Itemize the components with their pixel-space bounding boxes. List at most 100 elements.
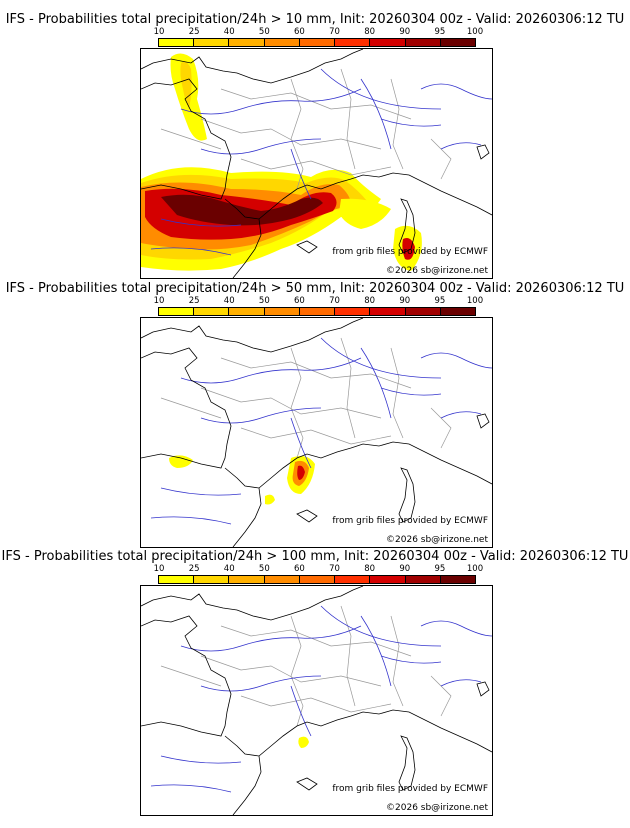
panel-50mm: IFS - Probabilities total precipitation/… [0, 281, 630, 549]
credit-source: from grib files provided by ECMWF [332, 247, 488, 257]
river [160, 755, 242, 764]
river [180, 625, 362, 652]
coastline [141, 318, 492, 547]
river [290, 148, 312, 200]
admin-border [240, 427, 392, 445]
legend-tick-label: 40 [223, 564, 235, 574]
admin-border [200, 655, 382, 687]
precip-area [339, 198, 391, 229]
legend-tick-label: 60 [294, 564, 305, 574]
panel-title: IFS - Probabilities total precipitation/… [5, 281, 625, 296]
admin-border [430, 675, 452, 717]
legend-tick-label: 60 [294, 27, 305, 37]
legend-swatch [299, 576, 336, 583]
river [180, 88, 362, 115]
admin-border [160, 665, 222, 687]
river [320, 68, 442, 110]
river [420, 83, 492, 100]
river [440, 679, 482, 687]
river [290, 685, 312, 737]
admin-border [390, 78, 404, 170]
admin-border [430, 407, 452, 449]
coastline [141, 49, 492, 278]
river [200, 138, 322, 155]
legend-swatch [159, 576, 195, 583]
admin-border [430, 138, 452, 180]
legend-tick-label: 70 [329, 296, 340, 306]
legend-swatch [159, 308, 195, 315]
legend-swatch [370, 308, 406, 315]
admin-border [220, 88, 412, 120]
admin-border [240, 695, 392, 713]
probability-legend: 10 25 40 50 60 70 80 90 95 100 [154, 296, 483, 317]
map-50mm: from grib files provided by ECMWF ©2026 … [140, 317, 493, 548]
admin-border [390, 615, 404, 707]
legend-swatch [370, 576, 406, 583]
legend-swatch [405, 308, 441, 315]
precip-area [180, 61, 192, 109]
legend-labels: 10 25 40 50 60 70 80 90 95 100 [154, 27, 484, 38]
admin-border [160, 128, 222, 150]
map-svg [141, 49, 492, 278]
river [420, 352, 492, 369]
map-10mm: from grib files provided by ECMWF ©2026 … [140, 48, 493, 279]
river [380, 655, 442, 664]
probability-legend: 10 25 40 50 60 70 80 90 95 100 [154, 27, 484, 48]
river [320, 605, 442, 647]
legend-tick-label: 50 [258, 296, 270, 306]
legend-tick-label: 10 [153, 296, 165, 306]
admin-border [220, 625, 412, 657]
legend-swatch [299, 308, 336, 315]
river [380, 118, 442, 127]
legend-swatch [335, 308, 371, 315]
legend-tick-label: 25 [188, 564, 200, 574]
legend-tick-label: 40 [223, 27, 235, 37]
river [200, 407, 322, 424]
precip-area [297, 465, 305, 480]
admin-border [390, 347, 404, 439]
river [160, 487, 242, 496]
panel-title: IFS - Probabilities total precipitation/… [5, 12, 625, 27]
legend-swatch [335, 39, 371, 46]
admin-border [200, 118, 382, 150]
legend-tick-label: 10 [153, 27, 165, 37]
legend-swatch [440, 308, 475, 315]
legend-labels: 10 25 40 50 60 70 80 90 95 100 [154, 564, 484, 575]
legend-color-bar [158, 38, 476, 47]
coastline [141, 586, 492, 815]
admin-border [240, 158, 392, 176]
admin-border [220, 357, 412, 389]
legend-swatch [159, 39, 195, 46]
legend-swatch [370, 39, 406, 46]
admin-border [340, 68, 356, 170]
legend-tick-label: 80 [364, 564, 376, 574]
legend-swatch [229, 39, 265, 46]
credit-copyright: ©2026 sb@irizone.net [386, 803, 488, 813]
river [440, 142, 482, 150]
legend-tick-label: 25 [188, 296, 200, 306]
river [180, 357, 362, 384]
legend-tick-label: 90 [399, 296, 411, 306]
probability-legend: 10 25 40 50 60 70 80 90 95 100 [154, 564, 484, 585]
legend-tick-label: 90 [399, 564, 411, 574]
legend-tick-label: 95 [434, 27, 446, 37]
river [200, 675, 322, 692]
legend-tick-label: 95 [434, 564, 446, 574]
panel-100mm: IFS - Probabilities total precipitation/… [0, 549, 630, 817]
legend-swatch [405, 576, 441, 583]
precip-area [169, 455, 193, 468]
legend-color-bar [158, 307, 476, 316]
map-svg [141, 586, 492, 815]
legend-swatch [194, 39, 230, 46]
legend-swatch [194, 576, 230, 583]
admin-border [200, 387, 382, 419]
credit-source: from grib files provided by ECMWF [332, 516, 488, 526]
panel-title: IFS - Probabilities total precipitation/… [1, 549, 629, 564]
legend-swatch [440, 576, 475, 583]
legend-tick-label: 95 [434, 296, 446, 306]
legend-tick-label: 90 [399, 27, 411, 37]
legend-tick-label: 40 [223, 296, 235, 306]
precip-area [402, 238, 415, 260]
legend-swatch [335, 576, 371, 583]
legend-swatch [264, 39, 300, 46]
